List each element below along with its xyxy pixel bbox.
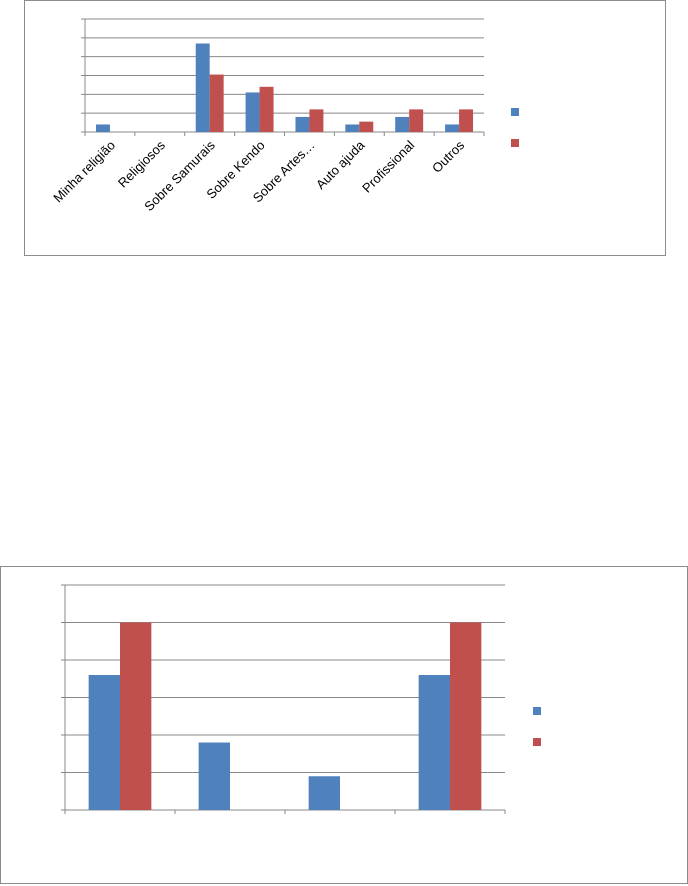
chart-2 xyxy=(0,566,688,884)
bar-series-1-3 xyxy=(195,43,210,132)
bar-series-2-4 xyxy=(259,86,274,132)
bar-series-2-6 xyxy=(359,121,374,132)
legend-swatch-series-2 xyxy=(533,738,541,746)
x-tick-label: Profissional xyxy=(359,137,417,195)
bar-series-2-1 xyxy=(120,622,152,810)
bar-series-1-4 xyxy=(418,675,450,810)
bar-series-1-2 xyxy=(198,742,230,810)
bar-series-1-5 xyxy=(295,116,310,132)
bar-series-2-5 xyxy=(309,109,324,132)
bar-series-1-1 xyxy=(88,675,120,810)
legend-swatch-series-1 xyxy=(511,108,519,116)
bar-series-1-8 xyxy=(445,124,460,132)
bar-series-2-4 xyxy=(450,622,482,810)
x-tick-label: Religiosos xyxy=(115,137,168,190)
chart-2-plot xyxy=(61,584,541,814)
bar-series-1-7 xyxy=(395,116,410,132)
bar-series-1-6 xyxy=(345,124,360,132)
legend-swatch-series-1 xyxy=(533,707,541,715)
bar-series-1-4 xyxy=(245,92,260,132)
bar-series-2-8 xyxy=(459,109,474,132)
x-tick-label: Outros xyxy=(429,137,468,176)
chart-1: Minha religião Religiosos Sobre Samurais So… xyxy=(24,0,666,256)
bar-series-2-7 xyxy=(409,109,424,132)
bar-series-1-1 xyxy=(95,124,110,132)
legend-swatch-series-2 xyxy=(511,139,519,147)
bar-series-1-3 xyxy=(308,776,340,810)
bar-series-2-3 xyxy=(209,74,224,132)
x-tick-label: Minha religião xyxy=(50,138,118,206)
